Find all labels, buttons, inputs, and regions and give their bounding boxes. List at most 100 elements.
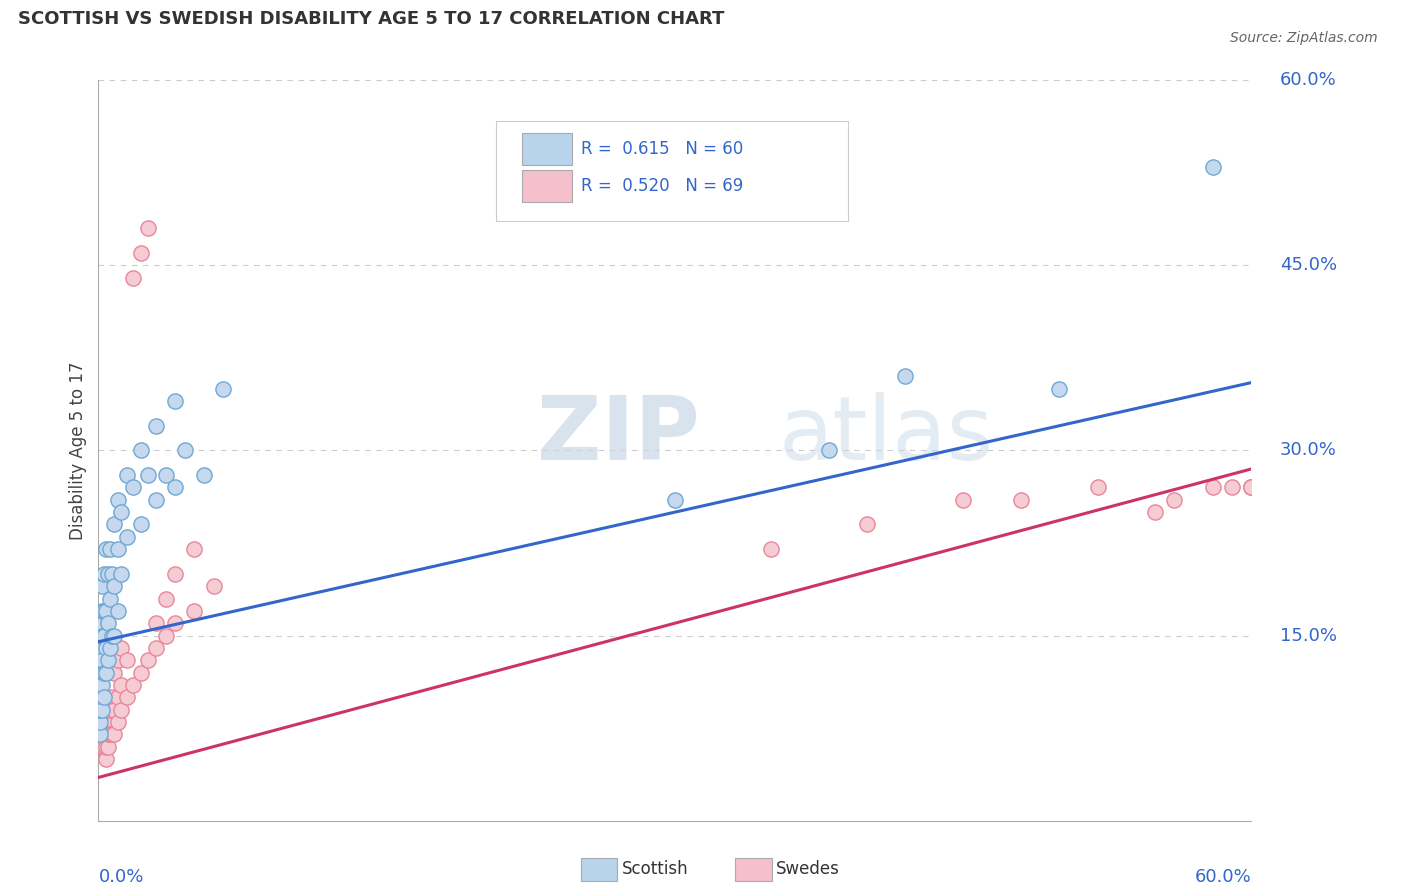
Swedes	[91, 727, 114, 741]
Swedes	[129, 246, 152, 260]
Scottish	[91, 678, 114, 692]
Scottish	[89, 703, 111, 717]
Scottish	[101, 628, 124, 642]
Text: 15.0%: 15.0%	[1281, 626, 1337, 645]
Scottish	[103, 579, 125, 593]
Swedes	[91, 727, 114, 741]
Swedes	[145, 640, 167, 655]
Scottish	[110, 566, 132, 581]
Swedes	[165, 616, 187, 631]
Scottish	[1047, 382, 1070, 396]
Scottish	[91, 579, 114, 593]
Scottish	[97, 616, 120, 631]
Swedes	[107, 690, 129, 705]
Swedes	[98, 727, 121, 741]
Scottish	[117, 530, 139, 544]
Scottish	[89, 690, 111, 705]
Swedes	[117, 653, 139, 667]
Scottish	[174, 443, 197, 458]
Swedes	[110, 678, 132, 692]
Y-axis label: Disability Age 5 to 17: Disability Age 5 to 17	[69, 361, 87, 540]
Swedes	[94, 727, 117, 741]
Scottish	[93, 604, 115, 618]
Scottish	[89, 727, 111, 741]
Swedes	[122, 270, 145, 285]
Text: R =  0.615   N = 60: R = 0.615 N = 60	[582, 140, 744, 158]
Scottish	[101, 566, 124, 581]
Swedes	[183, 604, 205, 618]
Scottish	[89, 678, 111, 692]
Swedes	[856, 517, 879, 532]
Swedes	[183, 542, 205, 557]
Scottish	[122, 480, 145, 494]
Swedes	[89, 703, 111, 717]
Scottish	[103, 628, 125, 642]
Swedes	[122, 678, 145, 692]
Swedes	[94, 752, 117, 766]
Swedes	[91, 714, 114, 729]
Swedes	[98, 703, 121, 717]
Swedes	[89, 714, 111, 729]
Swedes	[107, 714, 129, 729]
Swedes	[94, 739, 117, 754]
Scottish	[165, 480, 187, 494]
Scottish	[129, 517, 152, 532]
Swedes	[89, 727, 111, 741]
Swedes	[165, 566, 187, 581]
Scottish	[91, 604, 114, 618]
Scottish	[93, 566, 115, 581]
Swedes	[129, 665, 152, 680]
Swedes	[93, 739, 115, 754]
Swedes	[1240, 480, 1263, 494]
Swedes	[103, 727, 125, 741]
Text: 60.0%: 60.0%	[1281, 71, 1337, 89]
Swedes	[103, 665, 125, 680]
Swedes	[1202, 480, 1225, 494]
Scottish	[97, 566, 120, 581]
Scottish	[145, 418, 167, 433]
FancyBboxPatch shape	[522, 169, 572, 202]
Swedes	[89, 739, 111, 754]
Swedes	[1010, 492, 1032, 507]
Scottish	[94, 604, 117, 618]
Swedes	[91, 690, 114, 705]
Swedes	[110, 703, 132, 717]
Scottish	[110, 505, 132, 519]
Scottish	[145, 492, 167, 507]
Swedes	[117, 690, 139, 705]
Scottish	[89, 653, 111, 667]
Text: ZIP: ZIP	[537, 392, 699, 479]
Swedes	[1240, 480, 1263, 494]
Swedes	[107, 653, 129, 667]
Swedes	[93, 703, 115, 717]
Swedes	[94, 714, 117, 729]
Swedes	[138, 221, 160, 235]
Scottish	[91, 628, 114, 642]
Scottish	[97, 653, 120, 667]
Scottish	[107, 492, 129, 507]
Swedes	[1240, 480, 1263, 494]
Swedes	[89, 690, 111, 705]
Text: 0.0%: 0.0%	[98, 868, 143, 886]
Swedes	[1087, 480, 1109, 494]
Scottish	[103, 517, 125, 532]
Scottish	[94, 542, 117, 557]
Text: Scottish: Scottish	[621, 860, 688, 878]
Scottish	[817, 443, 839, 458]
Scottish	[91, 703, 114, 717]
Scottish	[89, 616, 111, 631]
Swedes	[89, 714, 111, 729]
Scottish	[89, 628, 111, 642]
Scottish	[1202, 160, 1225, 174]
Scottish	[129, 443, 152, 458]
Scottish	[138, 468, 160, 483]
Swedes	[1163, 492, 1185, 507]
Swedes	[202, 579, 225, 593]
Scottish	[193, 468, 215, 483]
Swedes	[91, 739, 114, 754]
Scottish	[664, 492, 686, 507]
Swedes	[101, 690, 124, 705]
Swedes	[93, 727, 115, 741]
Swedes	[97, 727, 120, 741]
Scottish	[155, 468, 177, 483]
